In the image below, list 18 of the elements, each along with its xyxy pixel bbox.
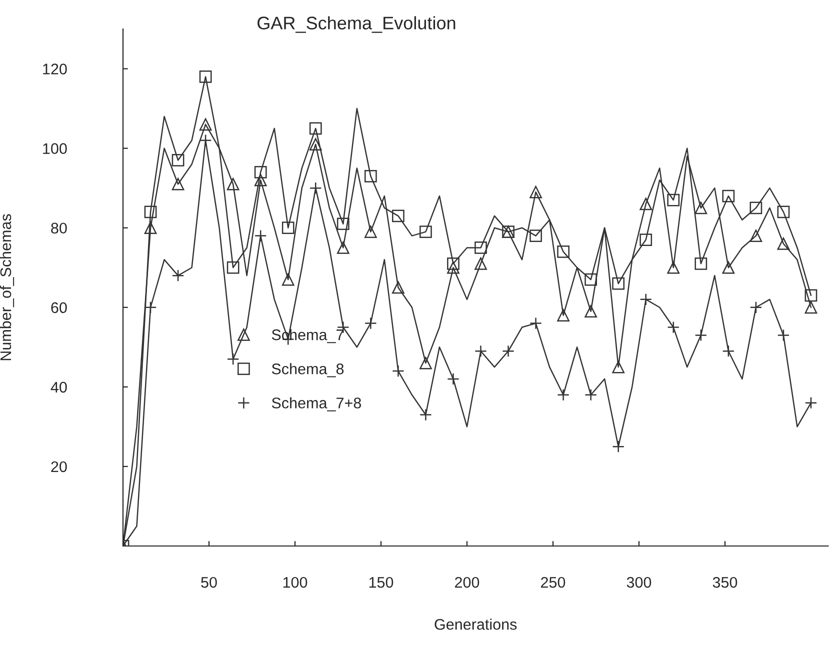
y-tick-label: 60: [51, 302, 67, 314]
y-tick-label: 120: [43, 64, 67, 74]
x-tick-label: 150: [369, 576, 394, 588]
chart-title: GAR_Schema_Evolution: [258, 16, 456, 33]
x-tick-label: 50: [201, 576, 217, 588]
legend-label: Schema_7+8: [272, 397, 361, 412]
y-tick-label: 100: [43, 143, 67, 154]
x-tick-label: 200: [455, 576, 480, 588]
x-axis-title: Generations: [434, 618, 517, 630]
y-tick-label: 80: [51, 222, 67, 234]
legend-label: Schema_8: [272, 363, 344, 378]
x-tick-label: 250: [541, 576, 566, 588]
y-axis-title: Number_of_Schemas: [0, 214, 14, 360]
x-tick-label: 300: [626, 576, 652, 588]
x-tick-label: 100: [283, 576, 308, 588]
x-tick-label: 350: [712, 576, 738, 588]
y-tick-label: 20: [51, 461, 67, 472]
y-tick-label: 40: [50, 382, 67, 393]
